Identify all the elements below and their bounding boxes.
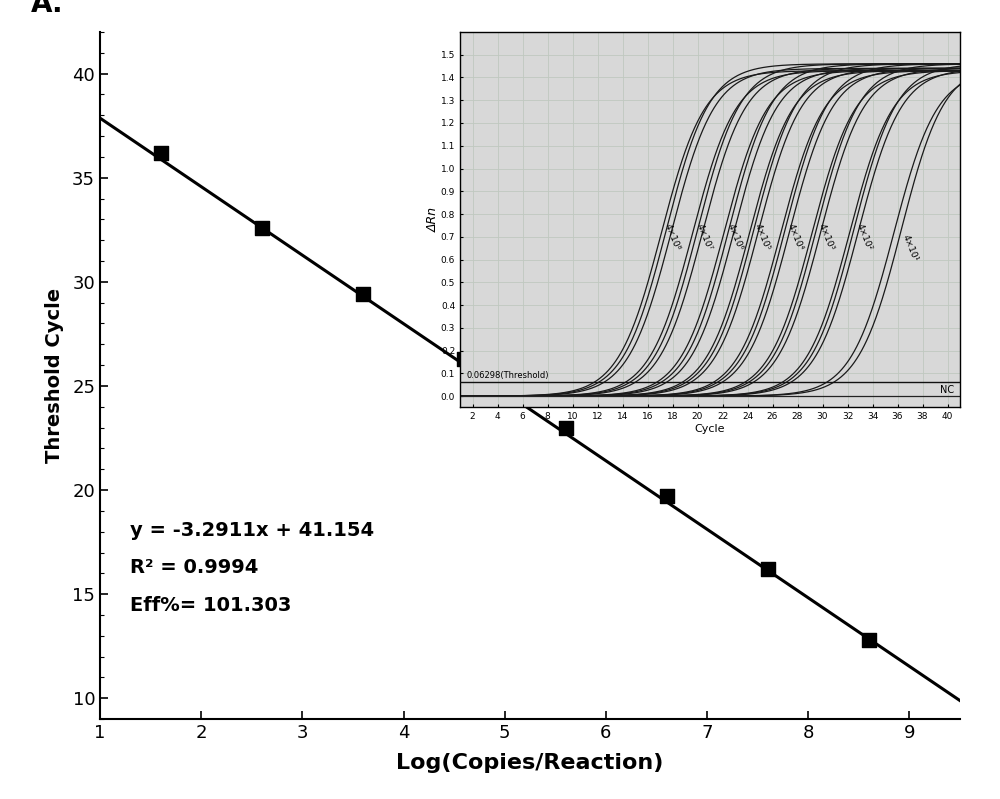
Y-axis label: ΔRn: ΔRn xyxy=(426,207,439,233)
X-axis label: Cycle: Cycle xyxy=(695,424,725,434)
Point xyxy=(355,288,371,300)
Text: 0.06298(Threshold): 0.06298(Threshold) xyxy=(466,371,549,380)
Text: NC: NC xyxy=(940,385,954,395)
Text: Eff%= 101.303: Eff%= 101.303 xyxy=(130,596,292,614)
Point xyxy=(153,146,169,159)
Y-axis label: Threshold Cycle: Threshold Cycle xyxy=(45,288,64,463)
Text: 4×10⁸: 4×10⁸ xyxy=(663,222,682,252)
Text: y = -3.2911x + 41.154: y = -3.2911x + 41.154 xyxy=(130,521,374,540)
Point xyxy=(760,562,776,575)
Text: 4×10⁴: 4×10⁴ xyxy=(786,222,804,252)
Text: 4×10¹: 4×10¹ xyxy=(901,233,919,263)
Text: A.: A. xyxy=(31,0,64,18)
Text: R² = 0.9994: R² = 0.9994 xyxy=(130,559,259,578)
Text: 4×10²: 4×10² xyxy=(854,222,873,252)
Text: 4×10³: 4×10³ xyxy=(817,222,836,252)
Point xyxy=(456,352,472,365)
Text: 4×10⁶: 4×10⁶ xyxy=(726,222,744,252)
Text: 4×10⁵: 4×10⁵ xyxy=(753,222,772,252)
Text: 4×10⁷: 4×10⁷ xyxy=(694,222,713,252)
Point xyxy=(558,421,574,434)
Point xyxy=(254,221,270,234)
X-axis label: Log(Copies/Reaction): Log(Copies/Reaction) xyxy=(396,753,664,773)
Point xyxy=(659,490,675,503)
Point xyxy=(861,634,877,646)
